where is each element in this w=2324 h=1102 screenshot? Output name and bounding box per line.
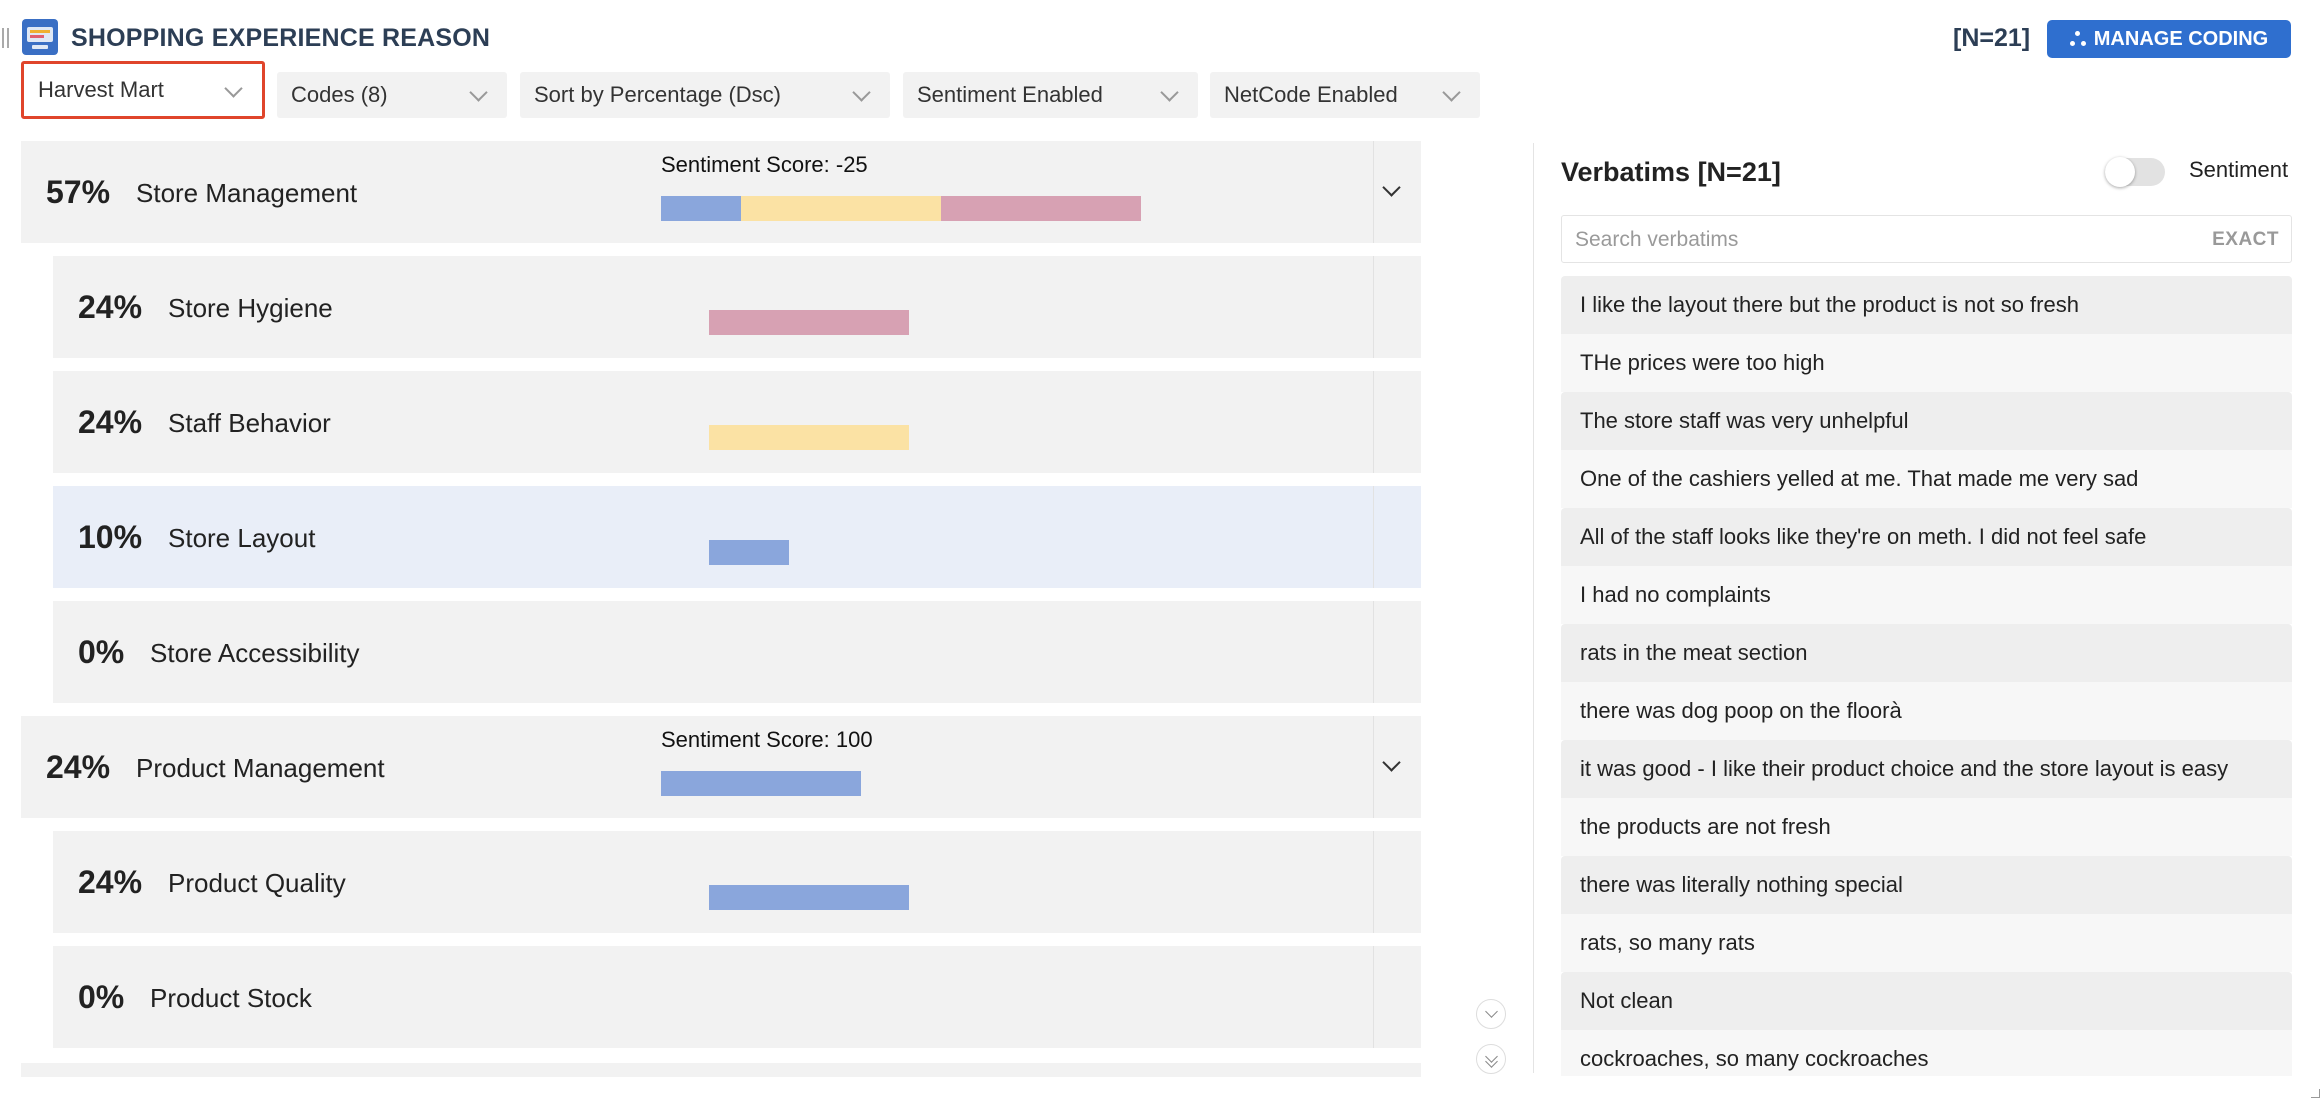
search-verbatims-box: EXACT — [1561, 215, 2292, 264]
survey-app-icon — [22, 19, 58, 55]
code-label: Staff Behavior — [168, 408, 331, 438]
code-label: Product Management — [136, 753, 385, 783]
chevron-down-icon — [469, 83, 488, 102]
chevron-down-icon[interactable] — [1382, 753, 1401, 772]
net-code-row[interactable]: 24% Product Management Sentiment Score: 10… — [21, 716, 1421, 818]
network-icon — [2069, 31, 2086, 47]
chevron-down-icon — [1485, 1005, 1498, 1018]
verbatim-item[interactable]: the products are not fresh — [1561, 798, 2292, 856]
exact-match-toggle[interactable]: EXACT — [2212, 229, 2279, 250]
verbatim-item[interactable]: rats in the meat section — [1561, 624, 2292, 682]
code-percentage: 10% — [78, 519, 143, 555]
sentiment-dropdown-value: Sentiment Enabled — [917, 82, 1103, 107]
store-dropdown[interactable]: Harvest Mart — [21, 61, 265, 119]
code-row[interactable]: 0% Store Accessibility — [53, 601, 1421, 703]
sentiment-bar-positive — [709, 885, 909, 910]
verbatim-item[interactable]: THe prices were too high — [1561, 334, 2292, 392]
code-percentage: 24% — [78, 404, 143, 440]
code-percentage: 24% — [46, 749, 111, 785]
netcode-dropdown-value: NetCode Enabled — [1224, 82, 1398, 107]
code-row[interactable]: 10% Store Layout — [53, 486, 1421, 588]
sentiment-bar-negative — [941, 196, 1141, 221]
row-divider — [1373, 831, 1374, 933]
chevron-down-icon — [1442, 83, 1461, 102]
code-row[interactable]: 24% Product Quality — [53, 831, 1421, 933]
netcode-dropdown[interactable]: NetCode Enabled — [1210, 72, 1480, 118]
code-label: Store Management — [136, 178, 358, 208]
sentiment-bar-negative — [709, 310, 909, 335]
respondent-count: [N=21] — [1953, 24, 2031, 52]
drag-handle[interactable] — [2, 28, 9, 48]
sentiment-bar-positive — [661, 771, 861, 796]
chevron-down-icon — [224, 79, 243, 98]
verbatim-item[interactable]: Not clean — [1561, 972, 2292, 1030]
verbatims-title: Verbatims [N=21] — [1561, 157, 1781, 187]
code-percentage: 24% — [78, 289, 143, 325]
code-row[interactable]: 24% Staff Behavior — [53, 371, 1421, 473]
search-verbatims-input[interactable] — [1562, 216, 2177, 264]
code-label: Store Accessibility — [150, 638, 360, 668]
manage-coding-button[interactable]: MANAGE CODING — [2047, 20, 2291, 58]
verbatim-item[interactable]: I had no complaints — [1561, 566, 2292, 624]
verbatim-item[interactable]: One of the cashiers yelled at me. That m… — [1561, 450, 2292, 508]
verbatim-item[interactable]: there was dog poop on the floorà — [1561, 682, 2292, 740]
sentiment-bar-neutral — [741, 196, 941, 221]
code-percentage: 0% — [78, 979, 125, 1015]
verbatim-item[interactable]: All of the staff looks like they're on m… — [1561, 508, 2292, 566]
sentiment-bar-positive — [661, 196, 741, 221]
sentiment-score: Sentiment Score: 100 — [661, 727, 873, 752]
code-label: Product Stock — [150, 983, 312, 1013]
sentiment-bar-positive — [709, 540, 789, 565]
code-percentage: 57% — [46, 174, 111, 210]
code-row[interactable]: 24% Store Hygiene — [53, 256, 1421, 358]
row-divider — [1373, 371, 1374, 473]
manage-coding-label: MANAGE CODING — [2093, 27, 2269, 50]
verbatim-item[interactable]: there was literally nothing special — [1561, 856, 2292, 914]
code-label: Store Layout — [168, 523, 316, 553]
chevron-down-icon — [852, 83, 871, 102]
panel-divider — [1533, 143, 1534, 1073]
code-label: Store Hygiene — [168, 293, 333, 323]
code-row-partial — [21, 1063, 1421, 1077]
sentiment-dropdown[interactable]: Sentiment Enabled — [903, 72, 1198, 118]
sentiment-bar-neutral — [709, 425, 909, 450]
verbatim-item[interactable]: The store staff was very unhelpful — [1561, 392, 2292, 450]
resize-handle[interactable] — [2311, 1089, 2320, 1098]
net-code-row[interactable]: 57% Store Management Sentiment Score: -25 — [21, 141, 1421, 243]
chevron-down-icon[interactable] — [1382, 178, 1401, 197]
verbatim-list: I like the layout there but the product … — [1561, 276, 2292, 1076]
codes-dropdown[interactable]: Codes (8) — [277, 72, 507, 118]
row-divider — [1373, 716, 1374, 818]
toggle-knob — [2105, 157, 2135, 187]
sentiment-toggle-label: Sentiment — [2189, 157, 2289, 182]
scroll-down-button[interactable] — [1476, 999, 1506, 1029]
sort-dropdown-value: Sort by Percentage (Dsc) — [534, 82, 781, 107]
verbatim-item[interactable]: rats, so many rats — [1561, 914, 2292, 972]
row-divider — [1373, 601, 1374, 703]
verbatim-item[interactable]: cockroaches, so many cockroaches — [1561, 1030, 2292, 1076]
sentiment-toggle[interactable] — [2105, 157, 2165, 187]
row-divider — [1373, 946, 1374, 1048]
chevron-down-icon — [1160, 83, 1179, 102]
page-title: SHOPPING EXPERIENCE REASON — [71, 24, 491, 52]
code-row[interactable]: 0% Product Stock — [53, 946, 1421, 1048]
verbatim-item[interactable]: it was good - I like their product choic… — [1561, 740, 2292, 798]
row-divider — [1373, 486, 1374, 588]
code-percentage: 0% — [78, 634, 125, 670]
codes-dropdown-value: Codes (8) — [291, 82, 388, 107]
row-divider — [1373, 256, 1374, 358]
row-divider — [1373, 141, 1374, 243]
sentiment-score: Sentiment Score: -25 — [661, 152, 868, 177]
code-percentage: 24% — [78, 864, 143, 900]
store-dropdown-value: Harvest Mart — [38, 77, 164, 102]
verbatim-item[interactable]: I like the layout there but the product … — [1561, 276, 2292, 334]
scroll-to-bottom-button[interactable] — [1476, 1044, 1506, 1074]
code-label: Product Quality — [168, 868, 346, 898]
sort-dropdown[interactable]: Sort by Percentage (Dsc) — [520, 72, 890, 118]
